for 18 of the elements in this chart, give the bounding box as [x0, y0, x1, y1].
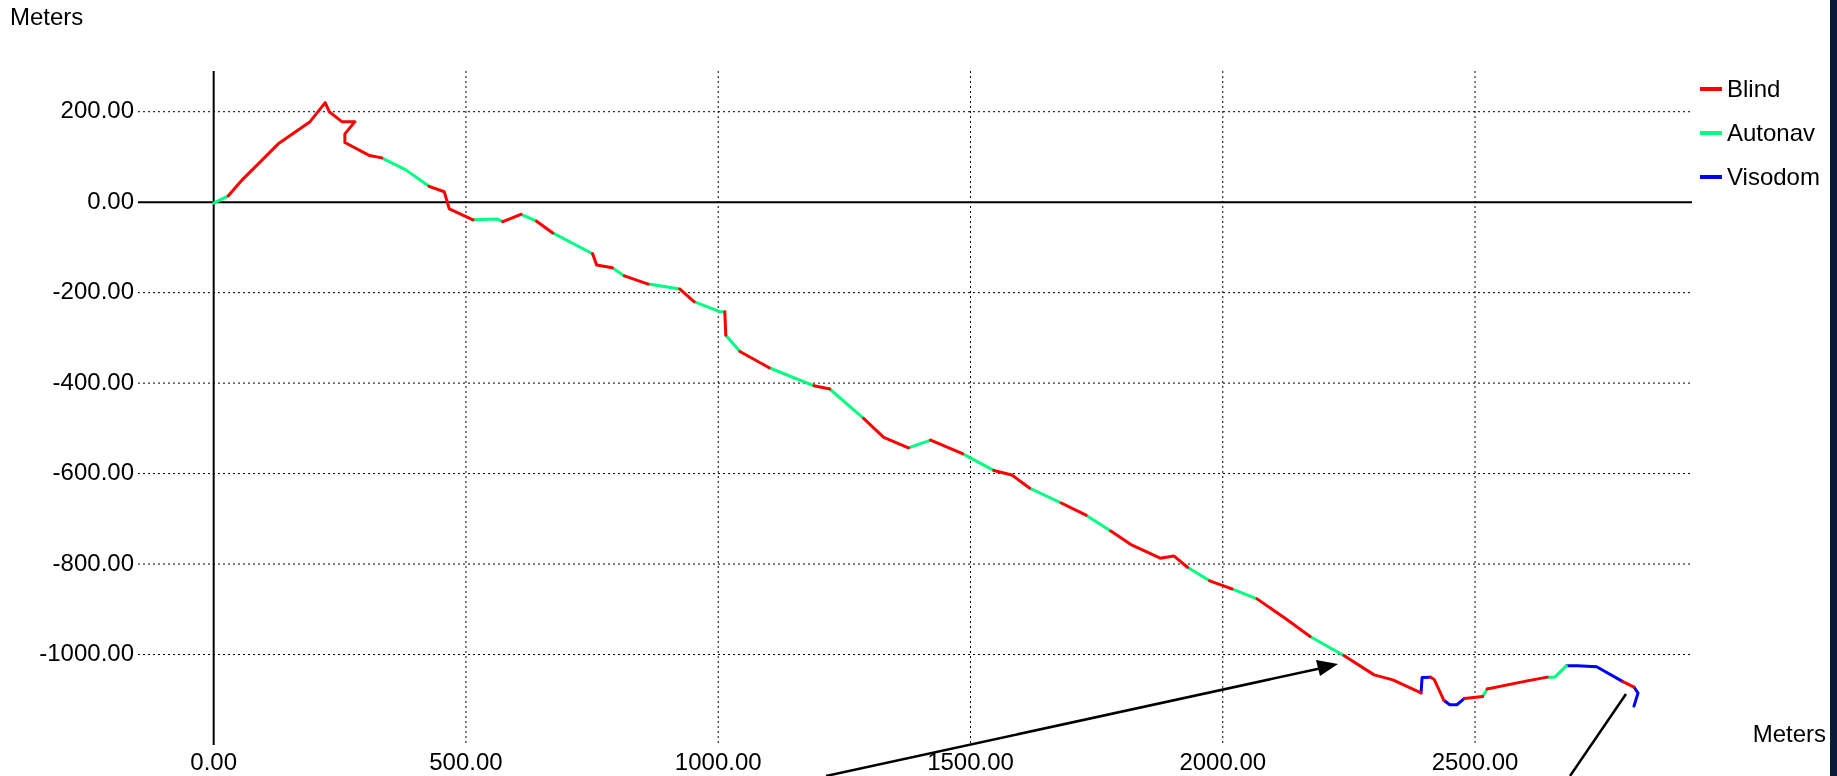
legend-label: Autonav [1727, 119, 1816, 146]
y-tick-label: 200.00 [60, 96, 134, 124]
x-axis-title: Meters [1752, 719, 1826, 747]
x-tick-label: 1000.00 [674, 748, 762, 776]
x-tick-label: 2000.00 [1179, 748, 1267, 776]
y-tick-label: 0.00 [87, 186, 134, 214]
legend-label: Visodom [1727, 163, 1820, 190]
y-tick-label: -1000.00 [39, 639, 134, 667]
x-tick-label: 1500.00 [927, 748, 1014, 776]
legend-label: Blind [1727, 75, 1781, 102]
y-tick-label: -400.00 [52, 367, 134, 395]
y-tick-label: -600.00 [52, 458, 134, 486]
x-tick-label: 0.00 [190, 748, 238, 776]
y-tick-label: -200.00 [52, 277, 134, 305]
y-tick-label: -800.00 [52, 548, 134, 576]
x-tick-label: 2500.00 [1431, 748, 1519, 776]
x-tick-label: 500.00 [429, 748, 503, 776]
y-axis-title: Meters [10, 2, 84, 30]
